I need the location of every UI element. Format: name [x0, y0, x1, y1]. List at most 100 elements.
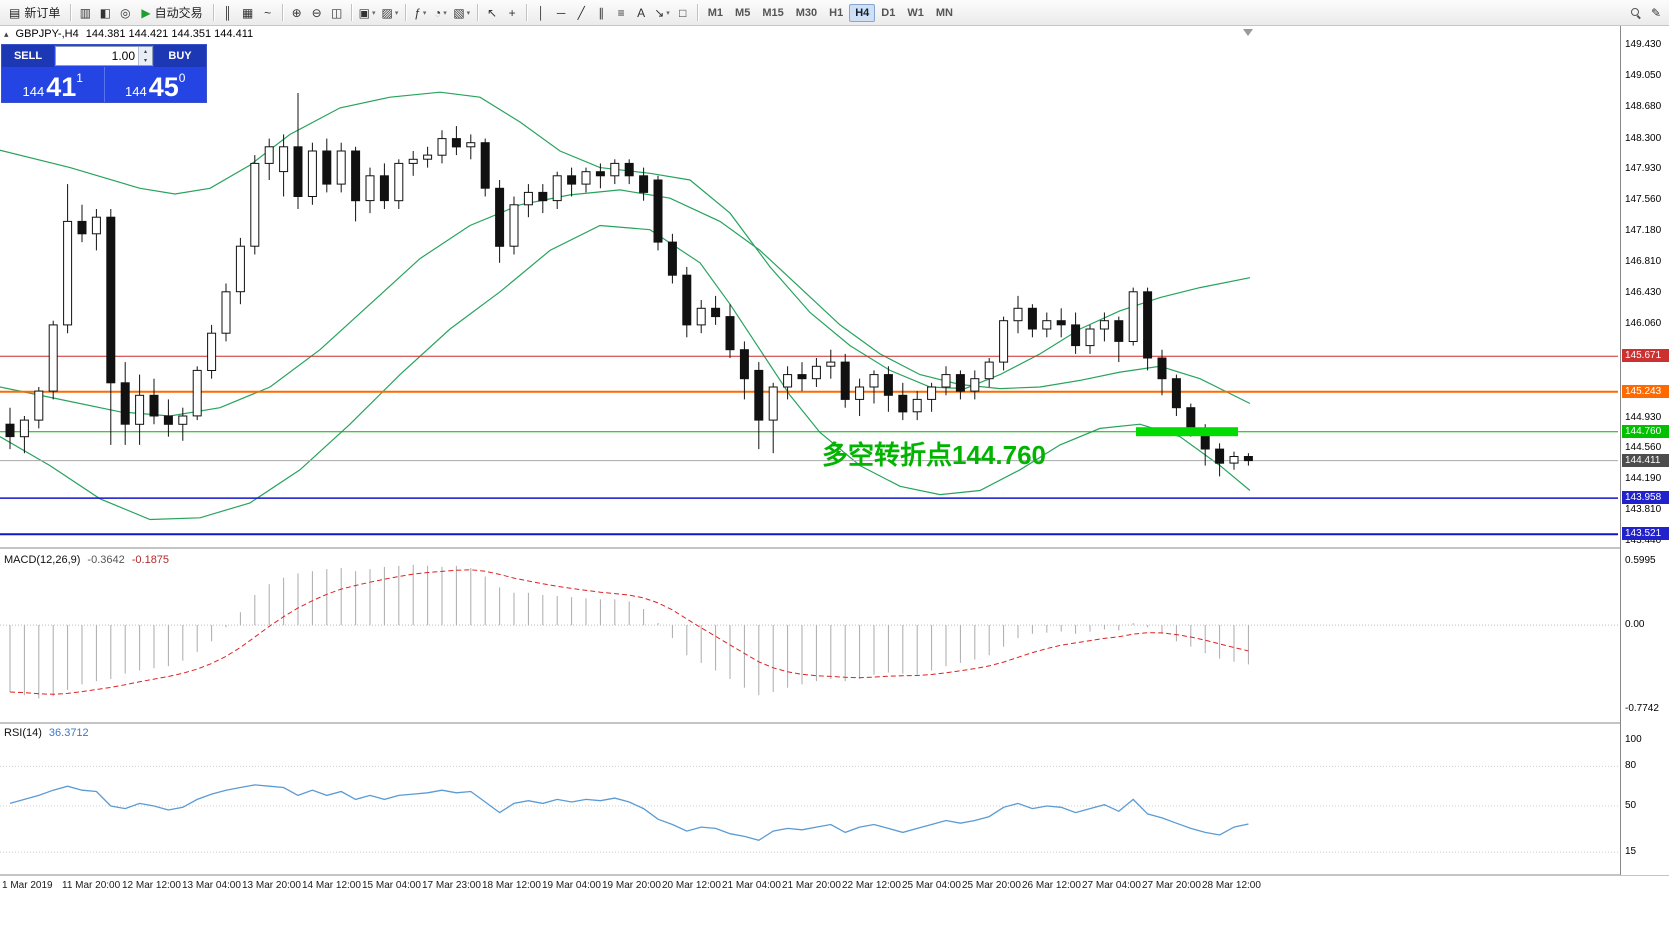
edit-button[interactable]: ✎: [1646, 3, 1666, 23]
channel-button[interactable]: ∥: [591, 3, 611, 23]
tf-h1-button[interactable]: H1: [823, 4, 849, 22]
horizontal-line-button[interactable]: ─: [551, 3, 571, 23]
trendline-button[interactable]: ╱: [571, 3, 591, 23]
profiles-button[interactable]: ▨ ▾: [378, 3, 401, 23]
price-scale[interactable]: 149.430 149.050 148.680 148.300 147.930 147.5…: [1620, 26, 1669, 875]
chart-canvas[interactable]: 多空转折点144.760: [0, 26, 1669, 948]
buy-price-button[interactable]: 144 45 0: [105, 67, 207, 102]
fibonacci-button[interactable]: ≡: [611, 3, 631, 23]
price-tick: 146.430: [1625, 287, 1662, 298]
volume-up-button[interactable]: ▴: [139, 47, 152, 56]
text-button[interactable]: A: [631, 3, 651, 23]
zoom-out-button[interactable]: ⊖: [307, 3, 327, 23]
macd-signal-value: -0.1875: [131, 554, 170, 566]
price-badge: 145.243: [1622, 385, 1669, 398]
time-tick: 27 Mar 04:00: [1082, 880, 1141, 891]
volume-down-button[interactable]: ▾: [139, 56, 152, 65]
time-axis[interactable]: 1 Mar 2019 11 Mar 20:00 12 Mar 12:00 13 Mar…: [0, 876, 1620, 948]
tf-w1-button[interactable]: W1: [901, 4, 930, 22]
price-tick: 100: [1625, 734, 1642, 745]
price-badge: 143.521: [1622, 527, 1669, 540]
market-watch-button[interactable]: ▥: [75, 3, 95, 23]
time-tick: 15 Mar 04:00: [362, 880, 421, 891]
autotrading-button[interactable]: ▶ 自动交易: [135, 3, 208, 23]
tf-mn-button[interactable]: MN: [930, 4, 959, 22]
one-click-collapse-arrow[interactable]: ▴: [4, 28, 9, 39]
price-badge: 143.958: [1622, 491, 1669, 504]
sell-button[interactable]: SELL: [2, 45, 54, 67]
price-tick: 146.060: [1625, 318, 1662, 329]
tf-m30-button-label: M30: [795, 6, 818, 19]
navigator-button[interactable]: ◎: [115, 3, 135, 23]
volume-field[interactable]: 1.00 ▴ ▾: [55, 46, 153, 66]
chevron-down-icon: ▾: [394, 9, 399, 17]
price-tick: 144.190: [1625, 473, 1662, 484]
time-tick: 19 Mar 04:00: [542, 880, 601, 891]
price-tick: 146.810: [1625, 256, 1662, 267]
tf-m1-button[interactable]: M1: [702, 4, 729, 22]
tf-d1-button[interactable]: D1: [875, 4, 901, 22]
navigator-icon: ◎: [120, 5, 131, 20]
toolbar-separator: [526, 4, 528, 21]
cursor-button[interactable]: ↖: [482, 3, 502, 23]
price-badge: 144.760: [1622, 425, 1669, 438]
candlestick-chart-button[interactable]: ▦: [238, 3, 258, 23]
tf-m15-button[interactable]: M15: [756, 4, 789, 22]
crosshair-button[interactable]: +: [502, 3, 522, 23]
data-window-icon: ◧: [99, 5, 112, 20]
new-order-button[interactable]: ▤ 新订单: [3, 3, 66, 23]
tf-m15-button-label: M15: [762, 6, 784, 19]
bollinger-lower-line: [0, 224, 1251, 521]
vertical-line-button[interactable]: │: [531, 3, 551, 23]
sell-price-button[interactable]: 144 41 1: [2, 67, 105, 102]
data-window-button[interactable]: ◧: [95, 3, 115, 23]
arrows-button[interactable]: ↘ ▾: [651, 3, 673, 23]
indicators-button[interactable]: ƒ ▾: [410, 3, 430, 23]
new-order-button-label: 新订单: [24, 6, 61, 20]
chart-shift-marker[interactable]: [1243, 29, 1253, 36]
macd-label: MACD(12,26,9) -0.3642 -0.1875: [4, 554, 169, 566]
price-tick: 147.180: [1625, 225, 1662, 236]
search-button[interactable]: [1626, 3, 1646, 23]
highlight-rect: [1136, 427, 1238, 437]
periods-button[interactable]: ◔ ▾: [430, 3, 450, 23]
price-tick: 147.560: [1625, 194, 1662, 205]
shapes-icon: □: [679, 5, 687, 20]
price-tick: -0.7742: [1625, 703, 1659, 714]
sell-price-big-figure: 144: [22, 84, 45, 99]
search-icon: [1630, 7, 1642, 19]
macd-value: -0.3642: [87, 554, 125, 566]
time-tick: 18 Mar 12:00: [482, 880, 541, 891]
horizontal-line-icon: ─: [556, 5, 566, 20]
volume-value[interactable]: 1.00: [111, 49, 135, 63]
price-tick: 143.810: [1625, 504, 1662, 515]
tf-h4-button[interactable]: H4: [849, 3, 876, 22]
chart-header: ▴ GBPJPY-,H4 144.381 144.421 144.351 144…: [4, 28, 253, 40]
bar-chart-icon: ║: [223, 5, 232, 20]
toolbar-separator: [281, 4, 283, 21]
toolbar-separator: [350, 4, 352, 21]
vertical-line-icon: │: [537, 5, 545, 20]
bar-chart-button[interactable]: ║: [218, 3, 238, 23]
templates-button[interactable]: ▧ ▾: [450, 3, 473, 23]
crosshair-icon: +: [508, 5, 516, 20]
tile-windows-button[interactable]: ◫: [327, 3, 347, 23]
tf-m5-button[interactable]: M5: [729, 4, 756, 22]
line-chart-button[interactable]: ~: [258, 3, 278, 23]
tile-windows-icon: ◫: [330, 5, 343, 20]
price-tick: 50: [1625, 800, 1637, 811]
buy-price-point: 0: [178, 71, 186, 85]
zoom-in-button[interactable]: ⊕: [287, 3, 307, 23]
shapes-button[interactable]: □: [673, 3, 693, 23]
one-click-trading-panel: SELL 1.00 ▴ ▾ BUY 144 41 1 144: [1, 44, 207, 103]
toolbar-separator: [70, 4, 72, 21]
rsi-name: RSI(14): [4, 727, 42, 739]
buy-button[interactable]: BUY: [154, 45, 206, 67]
price-tick: 15: [1625, 846, 1637, 857]
time-tick: 20 Mar 12:00: [662, 880, 721, 891]
tf-m30-button[interactable]: M30: [790, 4, 823, 22]
time-tick: 17 Mar 23:00: [422, 880, 481, 891]
tf-m5-button-label: M5: [735, 6, 751, 19]
new-chart-button[interactable]: ▣ ▾: [356, 3, 379, 23]
